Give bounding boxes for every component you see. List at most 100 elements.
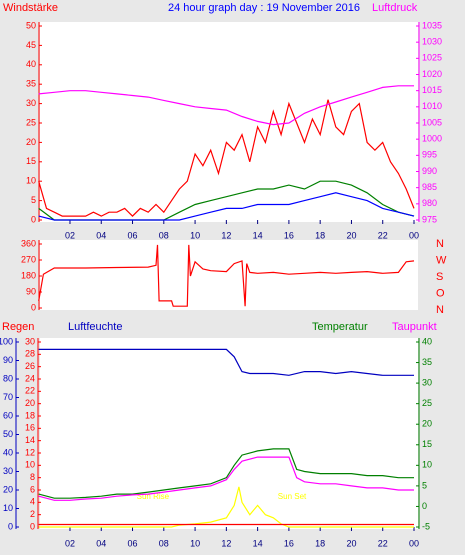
y-tick-label: 10 [3, 503, 13, 513]
compass-label: S [436, 271, 443, 283]
y-tick-label: 15 [422, 439, 432, 449]
compass-label: W [436, 254, 447, 266]
x-tick-label: 16 [284, 538, 294, 548]
data-line [38, 348, 414, 376]
y-tick-label: 16 [25, 423, 35, 433]
annotation: Sun Set [278, 492, 307, 501]
y-tick-label: 40 [26, 59, 36, 69]
y-tick-label: 8 [30, 472, 35, 482]
y-tick-label: 70 [3, 392, 13, 402]
y-tick-label: 360 [21, 238, 36, 248]
x-tick-label: 22 [378, 538, 388, 548]
plot-area [40, 240, 418, 310]
y-tick-label: 25 [26, 117, 36, 127]
axis-title: Regen [2, 321, 34, 333]
axis-title: Taupunkt [392, 321, 437, 333]
y-tick-label: 25 [422, 398, 432, 408]
y-tick-label: 1015 [422, 85, 442, 95]
x-tick-label: 08 [159, 230, 169, 240]
annotation: Sun Rise [137, 492, 170, 501]
x-tick-label: 20 [346, 538, 356, 548]
y-tick-label: 20 [422, 419, 432, 429]
y-tick-label: 50 [3, 429, 13, 439]
y-tick-label: 90 [26, 286, 36, 296]
data-line [38, 192, 415, 221]
y-tick-label: 1010 [422, 101, 442, 111]
y-tick-label: 100 [0, 336, 13, 346]
y-tick-label: 45 [26, 40, 36, 50]
y-tick-label: -5 [422, 521, 430, 531]
y-tick-label: 30 [25, 336, 35, 346]
y-tick-label: 50 [26, 20, 36, 30]
y-tick-label: 60 [3, 410, 13, 420]
plot-area [40, 22, 418, 222]
y-tick-label: 30 [26, 98, 36, 108]
x-tick-label: 04 [96, 230, 106, 240]
axis-title: Luftdruck [372, 2, 418, 14]
y-tick-label: 5 [31, 195, 36, 205]
data-line [38, 99, 415, 217]
x-tick-label: 18 [315, 230, 325, 240]
y-tick-label: 270 [21, 254, 36, 264]
x-tick-label: 12 [221, 538, 231, 548]
x-tick-label: 10 [190, 538, 200, 548]
compass-label: N [436, 238, 444, 250]
y-tick-label: 1025 [422, 53, 442, 63]
y-tick-label: 80 [3, 373, 13, 383]
y-tick-label: 985 [422, 182, 437, 192]
data-line [38, 244, 415, 307]
y-tick-label: 0 [31, 302, 36, 312]
chart-title: 24 hour graph day : 19 November 2016 [168, 2, 360, 14]
x-tick-label: 14 [253, 230, 263, 240]
y-tick-label: 20 [26, 137, 36, 147]
y-tick-label: 10 [25, 460, 35, 470]
y-tick-label: 26 [25, 361, 35, 371]
x-tick-label: 18 [315, 538, 325, 548]
axis-title: Temperatur [312, 321, 368, 333]
y-tick-label: 12 [25, 447, 35, 457]
y-tick-label: 40 [3, 447, 13, 457]
data-line [38, 456, 414, 501]
compass-label: O [436, 287, 445, 299]
x-tick-label: 02 [65, 538, 75, 548]
y-tick-label: 22 [25, 386, 35, 396]
y-tick-label: 0 [30, 521, 35, 531]
y-tick-label: 15 [26, 156, 36, 166]
data-line [38, 448, 414, 499]
plot-area [40, 338, 418, 529]
compass-label: N [436, 304, 444, 316]
x-tick-label: 04 [96, 538, 106, 548]
y-tick-label: 975 [422, 214, 437, 224]
y-tick-label: 0 [422, 501, 427, 511]
y-tick-label: 28 [25, 349, 35, 359]
y-tick-label: 10 [26, 176, 36, 186]
axis-title: Luftfeuchte [68, 321, 122, 333]
x-tick-label: 16 [284, 230, 294, 240]
y-tick-label: 10 [422, 460, 432, 470]
y-tick-label: 4 [30, 497, 35, 507]
x-tick-label: 10 [190, 230, 200, 240]
x-tick-label: 12 [221, 230, 231, 240]
y-tick-label: 35 [26, 79, 36, 89]
y-tick-label: 90 [3, 355, 13, 365]
y-tick-label: 14 [25, 435, 35, 445]
y-tick-label: 990 [422, 166, 437, 176]
x-tick-label: 14 [253, 538, 263, 548]
y-tick-label: 18 [25, 410, 35, 420]
y-tick-label: 995 [422, 150, 437, 160]
x-tick-label: 06 [128, 230, 138, 240]
x-tick-label: 08 [159, 538, 169, 548]
x-tick-label: 02 [65, 230, 75, 240]
x-tick-label: 00 [409, 230, 419, 240]
y-tick-label: 2 [30, 509, 35, 519]
y-tick-label: 30 [3, 466, 13, 476]
axis-title: Windstärke [3, 2, 58, 14]
y-tick-label: 1035 [422, 20, 442, 30]
y-tick-label: 980 [422, 198, 437, 208]
y-tick-label: 1005 [422, 117, 442, 127]
y-tick-label: 5 [422, 480, 427, 490]
y-tick-label: 20 [25, 398, 35, 408]
y-tick-label: 24 [25, 373, 35, 383]
y-tick-label: 6 [30, 484, 35, 494]
